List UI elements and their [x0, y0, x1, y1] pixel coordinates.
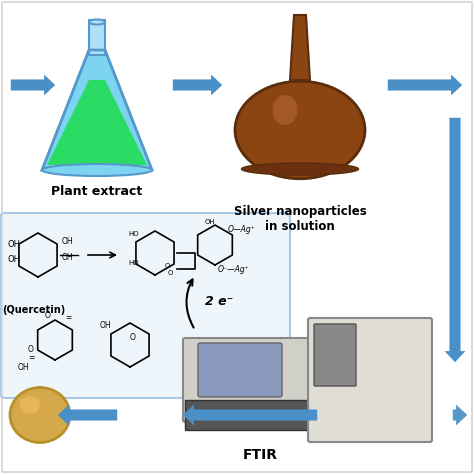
Text: =: = — [65, 313, 72, 322]
Text: OH: OH — [8, 255, 21, 264]
Ellipse shape — [20, 396, 40, 414]
Text: O: O — [168, 270, 173, 276]
FancyBboxPatch shape — [183, 338, 362, 422]
Text: O: O — [45, 311, 51, 320]
Text: O: O — [130, 333, 136, 342]
Text: O: O — [28, 345, 34, 354]
Text: Silver nanoparticles
in solution: Silver nanoparticles in solution — [234, 205, 366, 233]
FancyBboxPatch shape — [308, 318, 432, 442]
Polygon shape — [89, 20, 105, 55]
Text: OH: OH — [62, 253, 73, 262]
Text: OH: OH — [62, 237, 73, 246]
Ellipse shape — [42, 164, 152, 176]
Ellipse shape — [241, 163, 358, 175]
Text: O⁻—Ag⁺: O⁻—Ag⁺ — [218, 265, 250, 274]
Ellipse shape — [89, 19, 105, 25]
Text: OH: OH — [8, 240, 21, 249]
Text: HO: HO — [128, 231, 138, 237]
Polygon shape — [47, 80, 147, 165]
Text: OH: OH — [18, 363, 29, 372]
Text: =: = — [28, 353, 35, 362]
Text: Plant extract: Plant extract — [51, 185, 143, 198]
Text: FTIR: FTIR — [243, 448, 277, 462]
FancyBboxPatch shape — [314, 324, 356, 386]
Ellipse shape — [235, 81, 365, 179]
Polygon shape — [185, 400, 360, 430]
Text: O—Ag⁺: O—Ag⁺ — [228, 225, 256, 234]
FancyBboxPatch shape — [198, 343, 282, 397]
Polygon shape — [42, 50, 152, 170]
Text: O: O — [165, 263, 170, 269]
Text: OH: OH — [205, 219, 216, 225]
Text: (Quercetin): (Quercetin) — [2, 305, 65, 315]
Text: 2 e⁻: 2 e⁻ — [205, 295, 233, 308]
Polygon shape — [290, 15, 310, 80]
FancyBboxPatch shape — [0, 213, 290, 398]
Text: OH: OH — [100, 321, 111, 330]
Text: HO: HO — [128, 260, 138, 266]
Ellipse shape — [273, 95, 298, 125]
Ellipse shape — [10, 388, 70, 443]
